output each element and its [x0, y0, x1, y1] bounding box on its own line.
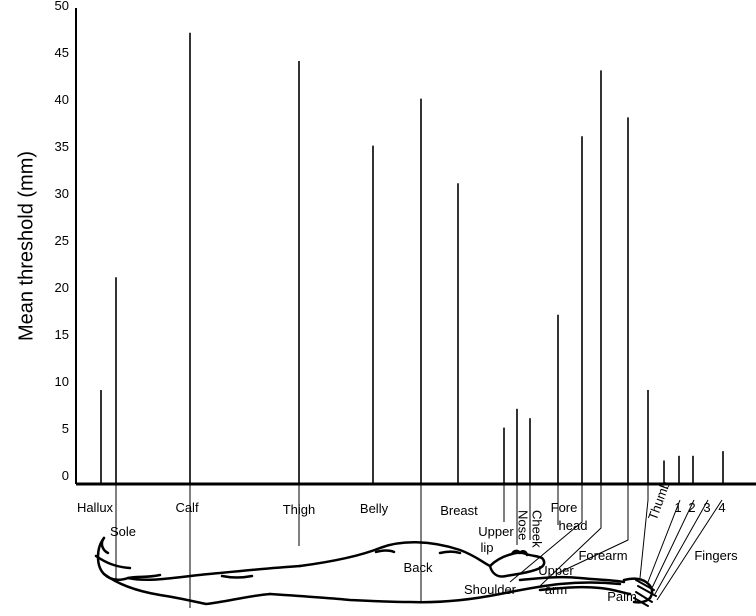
- leader-line: [656, 499, 723, 601]
- y-tick-label: 35: [55, 139, 69, 154]
- y-tick-label: 40: [55, 92, 69, 107]
- leader-line: [647, 499, 681, 583]
- y-tick-label: 45: [55, 45, 69, 60]
- leader-line: [639, 484, 649, 579]
- face-profile: [510, 549, 529, 557]
- y-tick-label: 20: [55, 280, 69, 295]
- lower-leg-top: [126, 564, 302, 581]
- lower-leg-bottom: [102, 572, 272, 606]
- category-label: Hallux: [77, 500, 114, 515]
- chest-detail: [438, 550, 462, 555]
- category-label: Back: [404, 560, 433, 575]
- y-tick-label: 50: [55, 0, 69, 13]
- category-label: Upper: [478, 524, 514, 539]
- arm-upper-outline: [518, 575, 626, 584]
- category-label: Calf: [175, 500, 199, 515]
- y-tick-label: 15: [55, 327, 69, 342]
- category-label: Thigh: [283, 502, 316, 517]
- y-tick-label: 30: [55, 186, 69, 201]
- feet-outline: [96, 536, 162, 581]
- y-tick-label: 5: [62, 421, 69, 436]
- head-outline: [488, 551, 546, 578]
- category-label: Sole: [110, 524, 136, 539]
- fingers-group-label: Fingers: [694, 548, 738, 563]
- y-axis-title: Mean threshold (mm): [15, 151, 37, 341]
- sole-outline: [94, 554, 132, 570]
- category-label: Fore: [551, 500, 578, 515]
- category-label: Thumb: [645, 479, 673, 522]
- category-label: Belly: [360, 501, 389, 516]
- leader-line: [509, 484, 583, 583]
- category-label: head: [559, 518, 588, 533]
- leader-line: [539, 484, 602, 587]
- leader-line: [654, 499, 709, 595]
- arm-lower-outline: [538, 585, 632, 596]
- category-label: 2: [688, 500, 695, 515]
- threshold-lines: [100, 32, 724, 484]
- category-label: Cheek: [530, 510, 545, 548]
- category-label: 1: [674, 500, 681, 515]
- torso-bottom-outline: [268, 581, 622, 604]
- y-tick-label: 25: [55, 233, 69, 248]
- category-label: Nose: [516, 510, 531, 540]
- y-tick-label: 0: [62, 468, 69, 483]
- belly-detail: [374, 549, 396, 554]
- torso-top-outline: [298, 541, 492, 568]
- category-label: 3: [703, 500, 710, 515]
- y-tick-label: 10: [55, 374, 69, 389]
- category-label: 4: [718, 500, 725, 515]
- category-label: Forearm: [578, 548, 627, 563]
- leader-line: [651, 499, 695, 589]
- leader-line: [555, 484, 629, 575]
- knee-detail: [220, 574, 254, 579]
- reclining-body-figure: [94, 536, 657, 607]
- y-tick-labels: 0 5 10 15 20 25 30 35 40 45 50: [55, 0, 69, 483]
- category-label: Upper: [538, 563, 574, 578]
- category-label: lip: [480, 540, 493, 555]
- finger-outlines: [633, 579, 657, 607]
- toe-outline: [100, 536, 110, 555]
- y-axis: 0 5 10 15 20 25 30 35 40 45 50: [55, 0, 77, 484]
- category-label: Breast: [440, 503, 478, 518]
